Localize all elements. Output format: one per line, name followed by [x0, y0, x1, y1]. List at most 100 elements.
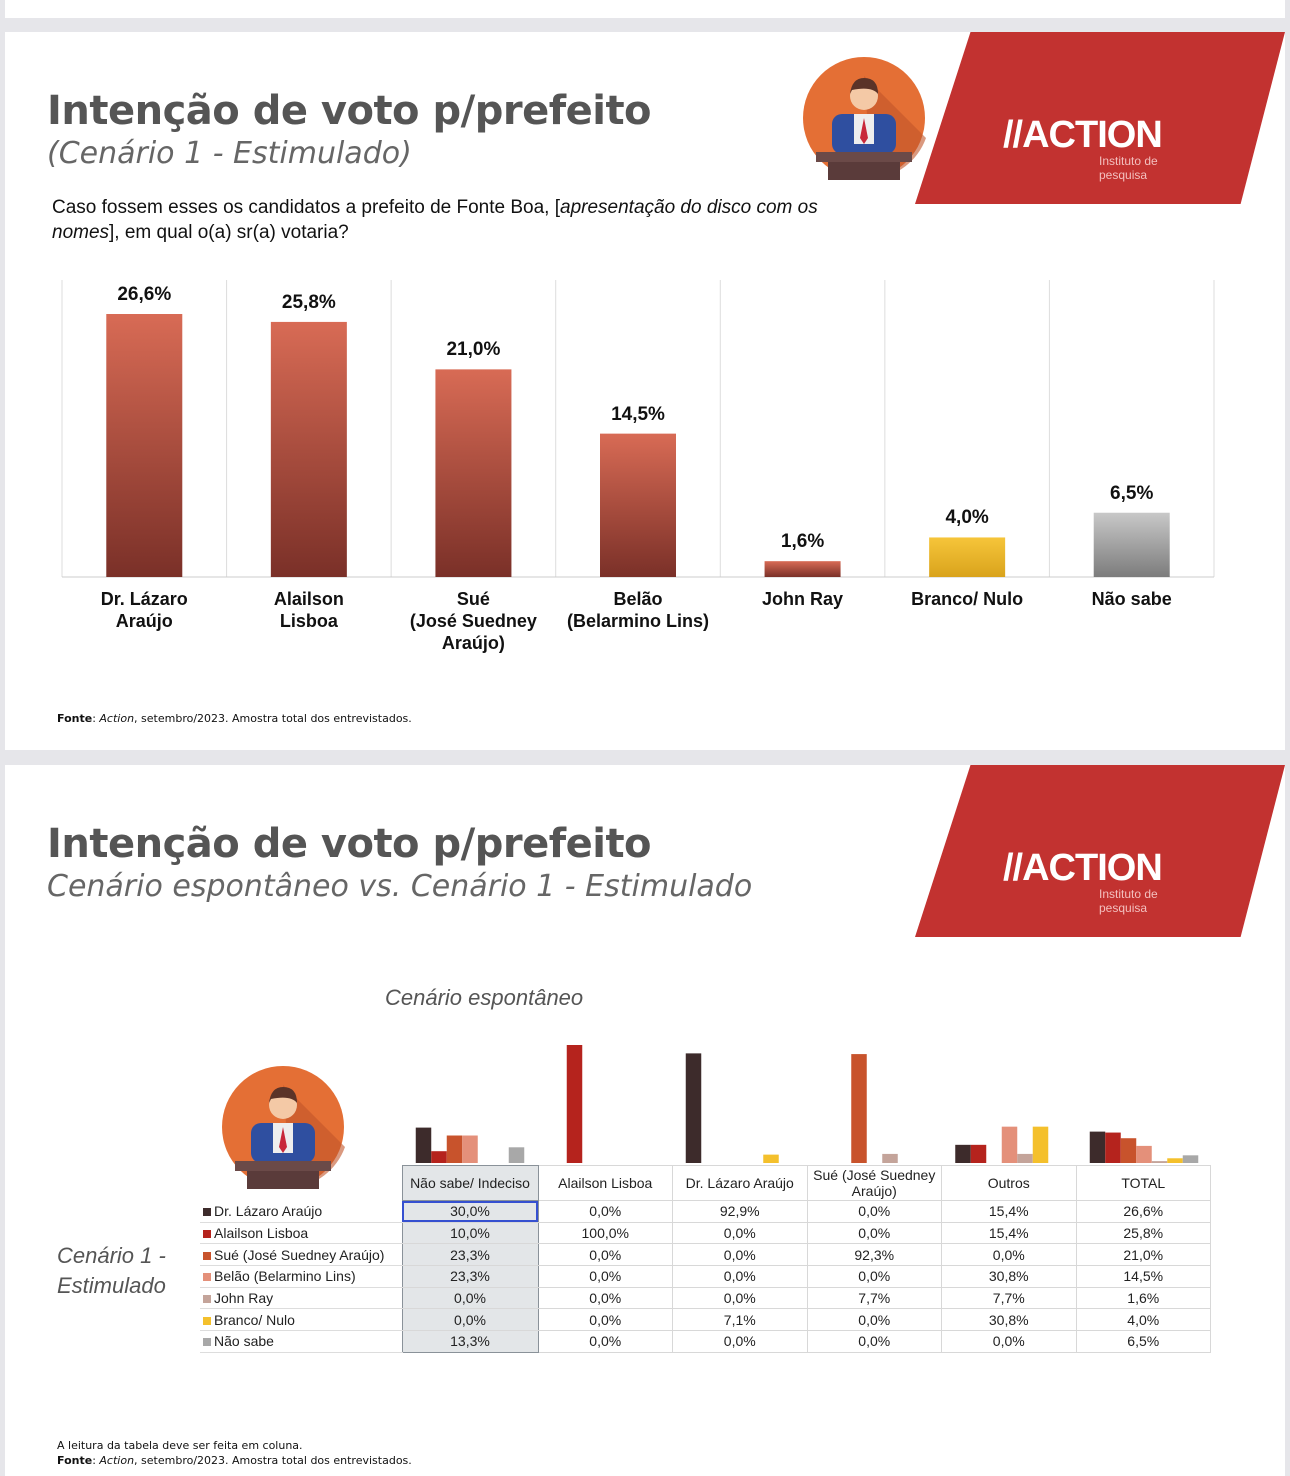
legend-swatch — [203, 1273, 211, 1282]
bar — [106, 314, 183, 577]
column-header: Dr. Lázaro Araújo — [672, 1165, 808, 1201]
bar — [955, 1144, 971, 1163]
table-cell[interactable]: 0,0% — [941, 1330, 1077, 1353]
legend-swatch — [203, 1316, 211, 1325]
table-cell[interactable]: 0,0% — [806, 1308, 942, 1332]
table-cell[interactable]: 0,0% — [672, 1221, 808, 1245]
table-cell[interactable]: 15,4% — [941, 1221, 1077, 1245]
value-label: 1,6% — [780, 531, 825, 553]
table-row: Belão (Belarmino Lins) 23,3% 0,0% 0,0% 0,0% 3… — [200, 1265, 1211, 1288]
bar — [1001, 1126, 1018, 1163]
table-cell[interactable]: 26,6% — [1075, 1200, 1211, 1223]
category-label: Alailson Lisboa — [273, 589, 344, 631]
table-cell[interactable]: 0,0% — [806, 1200, 942, 1223]
table-cell[interactable]: 0,0% — [672, 1286, 808, 1310]
bar — [600, 433, 676, 577]
category-label: Branco/ Nulo — [911, 589, 1024, 609]
table-row: Alailson Lisboa 10,0% 100,0% 0,0% 0,0% 15,4% 2… — [200, 1221, 1211, 1245]
row-label: Branco/ Nulo — [200, 1308, 402, 1332]
table-cell[interactable]: 15,4% — [941, 1200, 1077, 1223]
bar — [435, 369, 512, 577]
previous-slide-edge — [5, 0, 1285, 18]
table-cell[interactable]: 0,0% — [537, 1330, 673, 1353]
slide-crosstab: Intenção de voto p/prefeito Cenário espo… — [5, 765, 1285, 1476]
table-cell[interactable]: 0,0% — [537, 1243, 673, 1267]
table-cell[interactable]: 23,3% — [401, 1265, 539, 1288]
table-cell[interactable]: 30,0% — [401, 1200, 539, 1223]
bar — [566, 1045, 583, 1163]
bar — [1105, 1132, 1121, 1163]
column-header: Sué (José Suedney Araújo) — [806, 1165, 942, 1201]
value-label: 14,5% — [611, 403, 665, 425]
table-cell[interactable]: 0,0% — [537, 1200, 673, 1223]
table-cell[interactable]: 0,0% — [806, 1265, 942, 1288]
table-row: John Ray 0,0% 0,0% 0,0% 7,7% 7,7% 1,6% — [200, 1286, 1211, 1310]
table-cell[interactable]: 13,3% — [401, 1330, 539, 1353]
bar — [462, 1135, 478, 1163]
category-label: Não sabe — [1091, 589, 1172, 609]
table-cell[interactable]: 0,0% — [672, 1243, 808, 1267]
bar — [1093, 512, 1170, 577]
table-cell[interactable]: 0,0% — [537, 1308, 673, 1332]
table-cell[interactable]: 0,0% — [672, 1265, 808, 1288]
table-cell[interactable]: 10,0% — [401, 1221, 539, 1245]
bar — [764, 561, 841, 577]
value-label: 26,6% — [117, 284, 172, 305]
bar — [415, 1127, 432, 1163]
table-cell[interactable]: 0,0% — [401, 1308, 539, 1332]
table-corner — [200, 1166, 402, 1201]
table-cell[interactable]: 30,8% — [941, 1308, 1077, 1332]
table-cell[interactable]: 0,0% — [537, 1265, 673, 1288]
table-cell[interactable]: 6,5% — [1075, 1330, 1211, 1353]
table-cell[interactable]: 25,8% — [1075, 1221, 1211, 1245]
bar — [1017, 1153, 1033, 1163]
table-cell[interactable]: 0,0% — [401, 1286, 539, 1310]
table-cell[interactable]: 0,0% — [806, 1221, 942, 1245]
slide-cenario-1: Intenção de voto p/prefeito (Cenário 1 -… — [5, 32, 1285, 750]
table-cell[interactable]: 23,3% — [401, 1243, 539, 1267]
table-cell[interactable]: 7,7% — [941, 1286, 1077, 1310]
value-label: 4,0% — [945, 507, 989, 529]
table-cell[interactable]: 92,3% — [806, 1243, 942, 1267]
table-cell[interactable]: 7,7% — [806, 1286, 942, 1310]
table-cell[interactable]: 4,0% — [1075, 1308, 1211, 1332]
logo-name: //ACTION — [1003, 114, 1163, 156]
table-cell[interactable]: 7,1% — [672, 1308, 808, 1332]
table-cell[interactable]: 92,9% — [672, 1200, 808, 1223]
category-label: Dr. Lázaro Araújo — [100, 589, 188, 631]
bar — [1032, 1126, 1049, 1163]
table-cell[interactable]: 21,0% — [1075, 1243, 1211, 1267]
legend-swatch — [203, 1208, 211, 1217]
slide-title: Intenção de voto p/prefeito — [47, 821, 652, 867]
table-cell[interactable]: 0,0% — [941, 1243, 1077, 1267]
table-cell[interactable]: 0,0% — [806, 1330, 942, 1353]
row-label: Sué (José Suedney Araújo) — [200, 1243, 402, 1267]
bar — [1089, 1131, 1106, 1163]
action-logo: //ACTION Instituto de pesquisa — [915, 765, 1285, 937]
value-label: 25,8% — [281, 291, 336, 313]
table-cell[interactable]: 0,0% — [672, 1330, 808, 1353]
table-row: Sué (José Suedney Araújo) 23,3% 0,0% 0,0% 92… — [200, 1243, 1211, 1267]
row-label: John Ray — [200, 1287, 402, 1310]
slide-subtitle: (Cenário 1 - Estimulado) — [47, 136, 412, 171]
action-logo: //ACTION Instituto de pesquisa — [915, 32, 1285, 204]
grouped-bar-chart — [5, 765, 1285, 1476]
legend-swatch — [203, 1251, 211, 1260]
column-header: TOTAL — [1075, 1165, 1211, 1201]
table-cell[interactable]: 14,5% — [1075, 1265, 1211, 1288]
bar — [1120, 1138, 1137, 1163]
bar — [446, 1135, 463, 1163]
table-row: Não sabe 13,3% 0,0% 0,0% 0,0% 0,0% 6,5% — [200, 1330, 1211, 1353]
table-cell[interactable]: 100,0% — [537, 1221, 673, 1245]
bar — [1151, 1161, 1168, 1163]
bar-chart: 26,6% Dr. Lázaro Araújo 25,8% Alailson Lisboa… — [5, 32, 1285, 750]
source-footer: Fonte: Action, setembro/2023. Amostra to… — [57, 1454, 412, 1467]
table-cell[interactable]: 0,0% — [537, 1286, 673, 1310]
logo-tagline: Instituto de pesquisa — [1099, 887, 1158, 915]
value-label: 21,0% — [446, 339, 501, 361]
crosstab-table: Não sabe/ Indeciso Alailson Lisboa Dr. Láz… — [200, 1165, 1211, 1353]
table-cell[interactable]: 30,8% — [941, 1265, 1077, 1288]
row-label: Não sabe — [200, 1330, 402, 1353]
table-cell[interactable]: 1,6% — [1075, 1286, 1211, 1310]
row-axis-label: Cenário 1 - Estimulado — [57, 1243, 166, 1298]
